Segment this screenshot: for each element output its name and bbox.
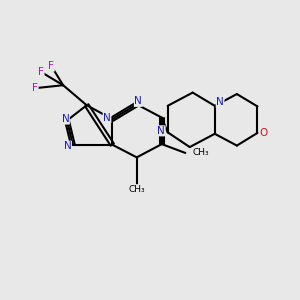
Text: N: N (61, 114, 69, 124)
Text: CH₃: CH₃ (193, 148, 209, 158)
Text: N: N (216, 97, 224, 107)
Text: N: N (103, 112, 111, 123)
Text: N: N (134, 96, 142, 106)
Text: N: N (64, 141, 71, 151)
Text: N: N (157, 126, 165, 136)
Text: F: F (48, 61, 54, 71)
Text: CH₃: CH₃ (128, 185, 145, 194)
Text: F: F (38, 67, 44, 77)
Text: O: O (260, 128, 268, 138)
Text: F: F (32, 83, 38, 93)
